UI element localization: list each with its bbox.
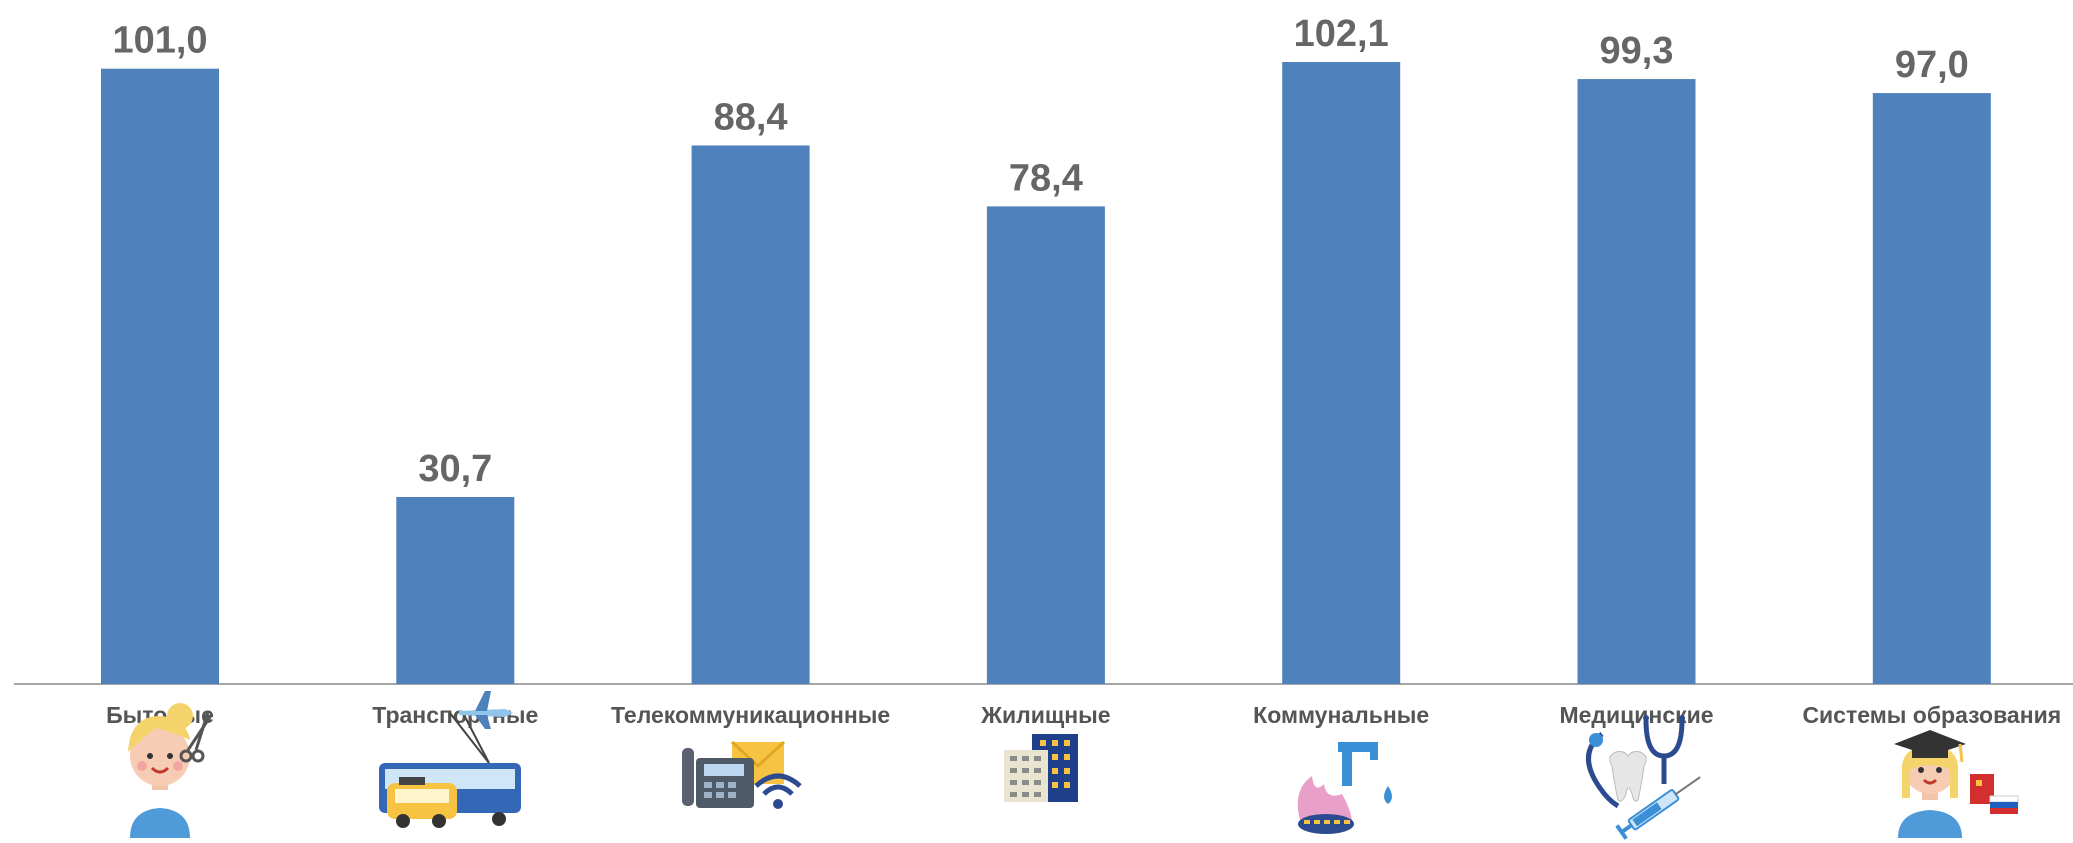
- bars-group: [101, 62, 1991, 685]
- value-label: 30,7: [418, 448, 492, 490]
- category-label: Жилищные: [980, 702, 1110, 728]
- bar-5: [1282, 62, 1401, 684]
- value-label: 97,0: [1895, 44, 1969, 86]
- category-labels-group: Бытовые Транспортные Телекоммуникационные Ж…: [106, 702, 2061, 728]
- bar-3: [691, 145, 810, 685]
- bar-1: [101, 68, 219, 684]
- value-label: 102,1: [1294, 13, 1389, 55]
- icons-group: [128, 691, 2019, 840]
- bar-7: [1872, 93, 1991, 685]
- hairdresser-icon: [128, 703, 214, 838]
- bar-4: [986, 206, 1105, 685]
- category-label: Телекоммуникационные: [611, 702, 890, 728]
- value-labels-group: 101,0 30,7 88,4 78,4 102,1 99,3 97,0: [112, 13, 1968, 490]
- housing-building-icon: [1004, 734, 1078, 802]
- value-label: 78,4: [1009, 157, 1083, 199]
- bar-6: [1577, 79, 1696, 684]
- medical-icon: [1586, 715, 1701, 840]
- value-label: 99,3: [1600, 30, 1674, 72]
- telecom-icon: [682, 740, 802, 809]
- category-label: Коммунальные: [1253, 702, 1429, 728]
- category-label: Медицинские: [1559, 702, 1713, 728]
- value-label: 101,0: [112, 20, 207, 62]
- utilities-icon: [1297, 742, 1392, 834]
- value-label: 88,4: [714, 96, 788, 138]
- category-label: Системы образования: [1802, 702, 2061, 728]
- education-icon: [1894, 730, 2019, 838]
- bar-2: [396, 496, 515, 684]
- transport-icon: [379, 691, 521, 828]
- category-label: Транспортные: [372, 702, 538, 728]
